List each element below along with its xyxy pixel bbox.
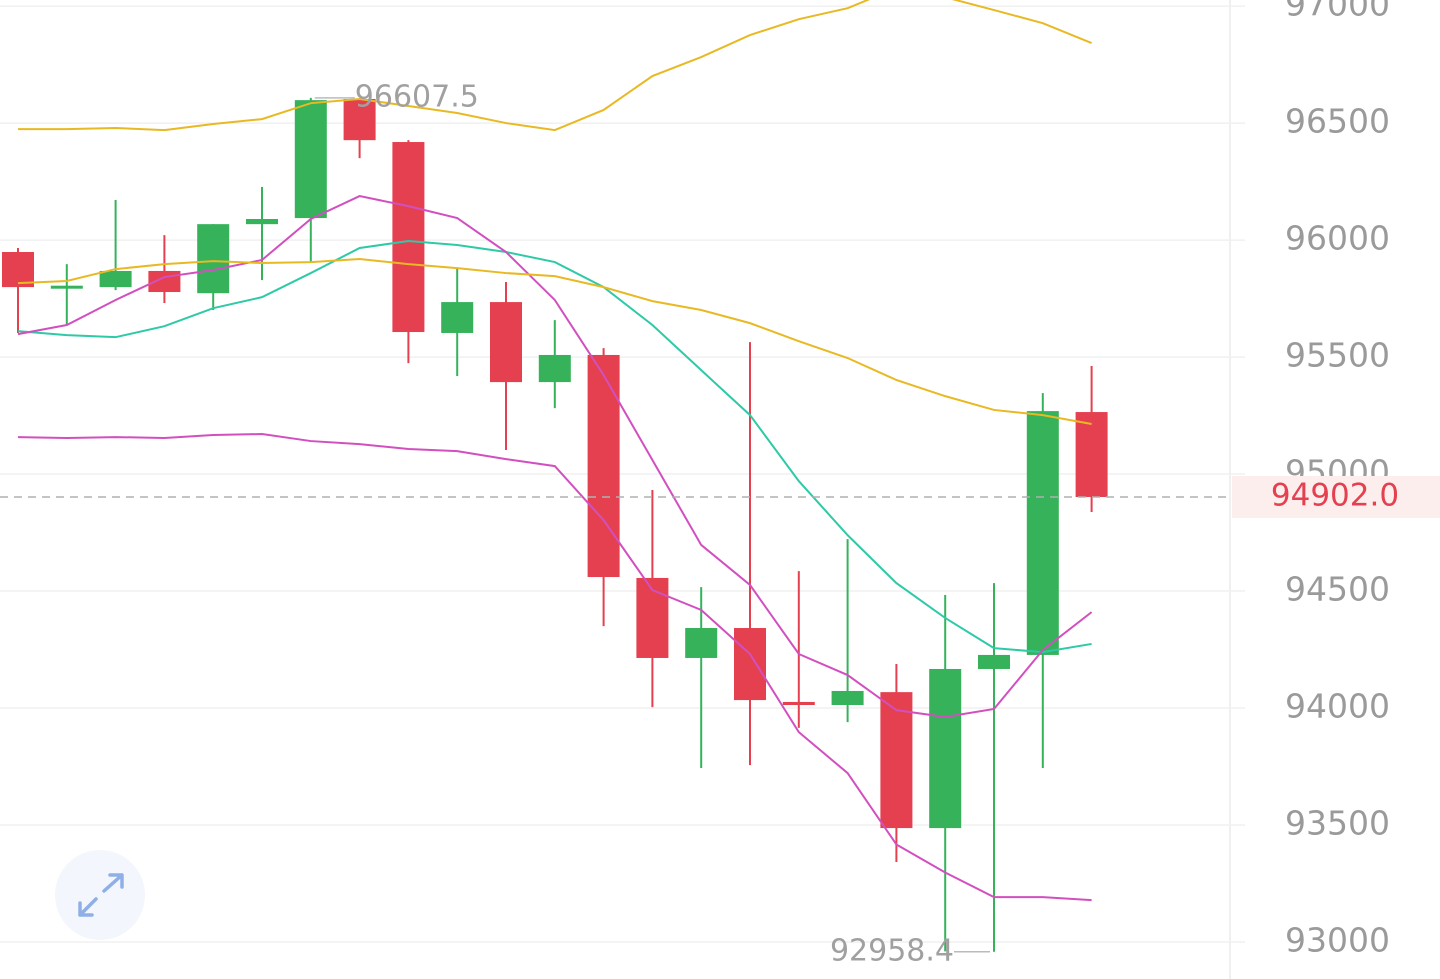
y-tick-label: 94500 xyxy=(1285,570,1390,609)
candle-body xyxy=(1026,411,1059,655)
candle-body xyxy=(246,219,278,225)
y-tick-label: 94000 xyxy=(1285,687,1390,726)
indicator-line xyxy=(17,195,1093,718)
y-tick-label: 93000 xyxy=(1285,921,1390,960)
candle-body xyxy=(685,628,718,658)
y-tick-label: 96000 xyxy=(1285,219,1390,258)
expand-button-bg[interactable] xyxy=(55,850,145,940)
candle-body xyxy=(978,654,1010,669)
y-tick-label: 96500 xyxy=(1285,102,1390,141)
grid xyxy=(0,5,1245,943)
candle-body xyxy=(294,100,327,219)
y-tick-label: 93500 xyxy=(1285,804,1390,843)
candle-body xyxy=(343,98,376,141)
candle-body xyxy=(1075,412,1108,497)
expand-icon[interactable] xyxy=(78,873,124,917)
indicator-line xyxy=(18,0,1092,132)
y-tick-label: 95500 xyxy=(1285,336,1390,375)
candle-body xyxy=(538,354,571,383)
max-label: 96607.5 xyxy=(355,79,479,114)
candle-body xyxy=(880,692,913,829)
candle-body xyxy=(441,302,474,333)
candle-body xyxy=(831,690,864,706)
candle-body xyxy=(50,285,83,289)
indicator-line xyxy=(17,258,1092,425)
last-price-bg xyxy=(1232,475,1440,518)
indicator-line xyxy=(17,433,1092,902)
candle-body xyxy=(929,668,962,829)
last-price-label: 94902.0 xyxy=(1271,477,1399,513)
candle-body xyxy=(587,354,620,578)
candle-body xyxy=(2,252,34,288)
candle-body xyxy=(99,270,132,288)
candle-body xyxy=(197,224,230,294)
min-label: 92958.4 xyxy=(830,933,954,968)
candle-body xyxy=(392,142,425,333)
candle-body xyxy=(782,701,815,706)
candle-body xyxy=(636,577,669,658)
candle-body xyxy=(734,628,766,701)
candle-body xyxy=(490,302,522,383)
expand-button[interactable] xyxy=(55,850,145,940)
y-tick-label: 97000 xyxy=(1285,0,1390,24)
indicator-line xyxy=(17,240,1092,654)
